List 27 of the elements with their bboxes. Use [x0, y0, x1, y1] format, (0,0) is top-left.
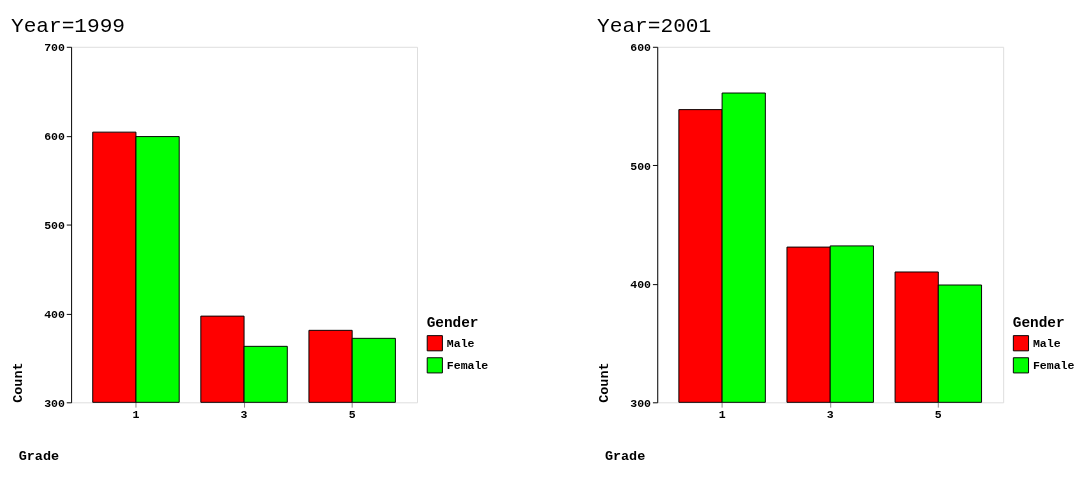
x-axis-title: Grade — [604, 448, 646, 464]
x-tick-label: 1 — [132, 408, 140, 422]
x-tick-label: 5 — [348, 408, 356, 422]
y-tick-label: 700 — [44, 41, 65, 55]
y-axis-title: Count — [11, 362, 26, 403]
x-axis-title: Grade — [18, 448, 60, 464]
x-tick-label: 5 — [934, 408, 942, 422]
y-tick-label: 600 — [630, 41, 652, 55]
x-tick-label: 1 — [718, 408, 726, 422]
x-tick-label: 3 — [240, 408, 248, 422]
legend-label: Female — [1032, 359, 1075, 373]
y-tick-label: 400 — [44, 307, 65, 321]
y-tick-label: 300 — [44, 396, 65, 410]
legend-label: Female — [446, 359, 489, 373]
legend-title: Gender — [1012, 315, 1065, 332]
chart-title: Year=1999 — [10, 14, 126, 39]
legend-label: Male — [446, 337, 475, 351]
y-tick-label: 600 — [44, 130, 65, 144]
y-tick-label: 500 — [44, 218, 65, 232]
x-tick-label: 3 — [826, 408, 834, 422]
y-tick-label: 400 — [630, 278, 652, 292]
chart-title: Year=2001 — [597, 14, 712, 39]
y-tick-label: 300 — [630, 396, 652, 410]
legend-label: Male — [1032, 337, 1061, 351]
y-axis-title: Count — [597, 362, 613, 403]
legend-title: Gender — [426, 315, 479, 332]
y-tick-label: 500 — [630, 159, 652, 173]
